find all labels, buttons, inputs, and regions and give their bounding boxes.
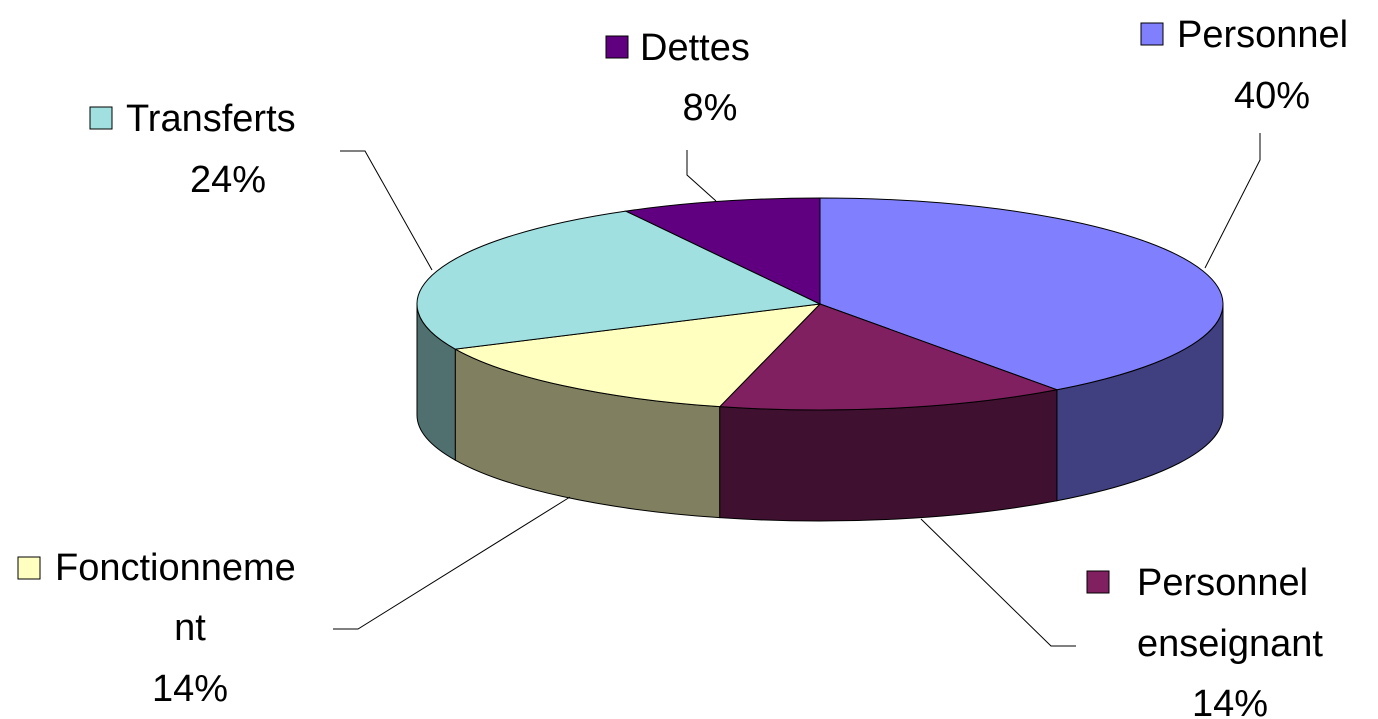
pie-tops [416,197,1224,411]
label-swatch-fonctionnement [17,556,41,580]
pie-sides [416,303,1224,522]
label-value-transferts: 24% [190,159,266,201]
leader-line-personnel [1204,133,1261,269]
leader-line-dettes [686,150,717,202]
label-swatch-dettes [605,35,629,59]
pie-slice-personnel [819,197,1224,391]
label-personnel: Personnel 40% [1140,14,1348,117]
label-swatch-personnel-enseignant [1086,570,1110,594]
label-value-fonctionnement: 14% [152,668,228,710]
label-value-dettes: 8% [683,87,738,129]
label-name-personnel: Personnel [1177,14,1348,56]
leader-line-personnel-enseignant [920,518,1076,647]
label-transferts: Transferts 24% [89,98,296,201]
label-name-dettes: Dettes [640,27,750,69]
label-name-transferts: Transferts [126,98,296,140]
label-name-personnel-enseignant-cont: enseignant [1137,623,1323,665]
pie-slice-transferts [416,210,822,350]
label-dettes: Dettes 8% [605,27,750,129]
label-swatch-personnel [1140,22,1164,46]
label-fonctionnement: Fonctionneme nt 14% [17,547,296,710]
label-name-personnel-enseignant: Personnel [1137,562,1308,604]
label-value-personnel: 40% [1234,75,1310,117]
pie-slice-dettes [624,197,821,305]
pie-slice-personnel-enseignant [718,303,1059,411]
leader-lines [333,133,1261,647]
label-name-fonctionnement-cont: nt [174,607,206,649]
pie-slice-fonctionnement [453,303,822,408]
label-swatch-transferts [89,106,113,130]
leader-line-transferts [340,150,433,271]
label-name-fonctionnement: Fonctionneme [55,547,296,589]
label-personnel-enseignant: Personnel enseignant 14% [1086,562,1323,719]
leader-line-fonctionnement [333,496,571,630]
label-value-personnel-enseignant: 14% [1192,683,1268,719]
